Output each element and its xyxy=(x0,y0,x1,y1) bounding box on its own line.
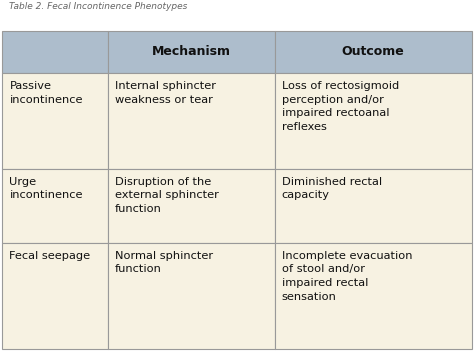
Text: Incomplete evacuation
of stool and/or
impaired rectal
sensation: Incomplete evacuation of stool and/or im… xyxy=(282,251,412,302)
Bar xyxy=(2,31,108,73)
Text: Urge
incontinence: Urge incontinence xyxy=(9,177,83,200)
Bar xyxy=(108,243,274,349)
Bar xyxy=(274,169,472,243)
Bar xyxy=(274,73,472,169)
Bar xyxy=(108,31,274,73)
Text: Passive
incontinence: Passive incontinence xyxy=(9,81,83,105)
Text: Internal sphincter
weakness or tear: Internal sphincter weakness or tear xyxy=(115,81,216,105)
Bar xyxy=(108,169,274,243)
Bar xyxy=(2,73,108,169)
Bar xyxy=(274,31,472,73)
Bar xyxy=(274,243,472,349)
Text: Normal sphincter
function: Normal sphincter function xyxy=(115,251,213,274)
Text: Diminished rectal
capacity: Diminished rectal capacity xyxy=(282,177,382,200)
Text: Outcome: Outcome xyxy=(342,45,404,58)
Bar xyxy=(2,169,108,243)
Text: Table 2. Fecal Incontinence Phenotypes: Table 2. Fecal Incontinence Phenotypes xyxy=(9,2,188,11)
Text: Disruption of the
external sphincter
function: Disruption of the external sphincter fun… xyxy=(115,177,219,214)
Text: Loss of rectosigmoid
perception and/or
impaired rectoanal
reflexes: Loss of rectosigmoid perception and/or i… xyxy=(282,81,399,132)
Bar xyxy=(108,73,274,169)
Text: Mechanism: Mechanism xyxy=(152,45,231,58)
Bar xyxy=(2,243,108,349)
Text: Fecal seepage: Fecal seepage xyxy=(9,251,91,261)
